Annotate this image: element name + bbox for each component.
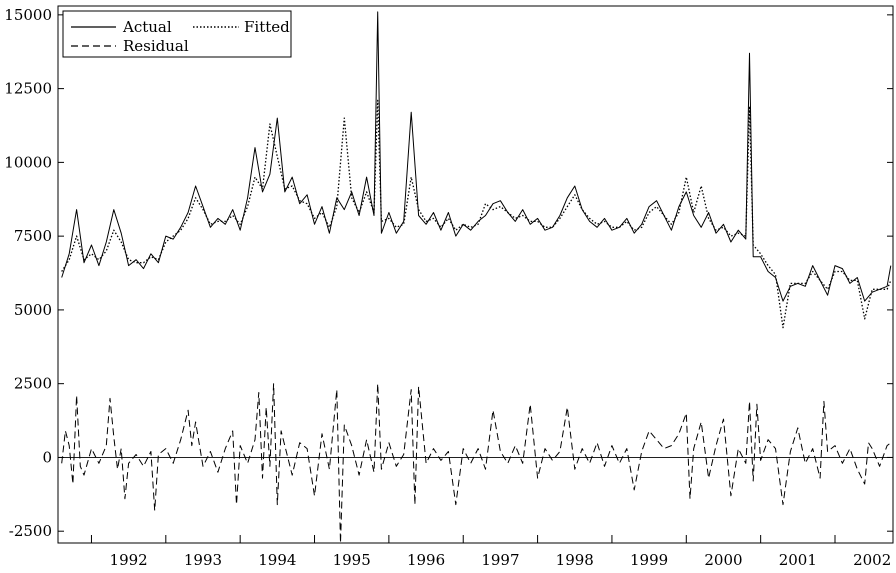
x-tick-label: 2002 xyxy=(853,551,891,569)
y-tick-label: 7500 xyxy=(14,227,52,245)
x-tick-label: 1999 xyxy=(630,551,668,569)
x-tick-label: 1993 xyxy=(184,551,222,569)
x-tick-label: 1992 xyxy=(110,551,148,569)
series-layer xyxy=(61,11,892,544)
y-tick-label: 2500 xyxy=(14,375,52,393)
y-axis: -2500 0 2500 5000 7500 10000 12500 15000 xyxy=(4,6,893,540)
x-tick-label: 1997 xyxy=(481,551,519,569)
y-tick-label: 10000 xyxy=(4,153,52,171)
y-tick-label: 5000 xyxy=(14,301,52,319)
legend-label-fitted: Fitted xyxy=(244,18,290,36)
series-line-residual xyxy=(61,383,892,544)
x-tick-label: 2001 xyxy=(779,551,817,569)
x-tick-label: 2000 xyxy=(704,551,742,569)
x-tick-label: 1995 xyxy=(333,551,371,569)
series-line-actual xyxy=(61,11,892,302)
legend-label-residual: Residual xyxy=(123,37,189,55)
y-tick-label: 15000 xyxy=(4,6,52,24)
legend-box xyxy=(62,10,292,58)
series-line-fitted xyxy=(61,99,892,329)
x-tick-label: 1996 xyxy=(407,551,445,569)
x-tick-label: 1994 xyxy=(258,551,296,569)
x-tick-label: 1998 xyxy=(556,551,594,569)
plot-frame xyxy=(57,5,894,544)
y-tick-label: 0 xyxy=(42,448,52,466)
x-axis: 1992 1993 1994 1995 1996 1997 1998 1999 2000 2001… xyxy=(90,535,891,569)
legend: Actual Fitted Residual xyxy=(62,10,292,58)
y-tick-label: -2500 xyxy=(9,522,52,540)
y-tick-label: 12500 xyxy=(4,80,52,98)
legend-label-actual: Actual xyxy=(122,18,172,36)
